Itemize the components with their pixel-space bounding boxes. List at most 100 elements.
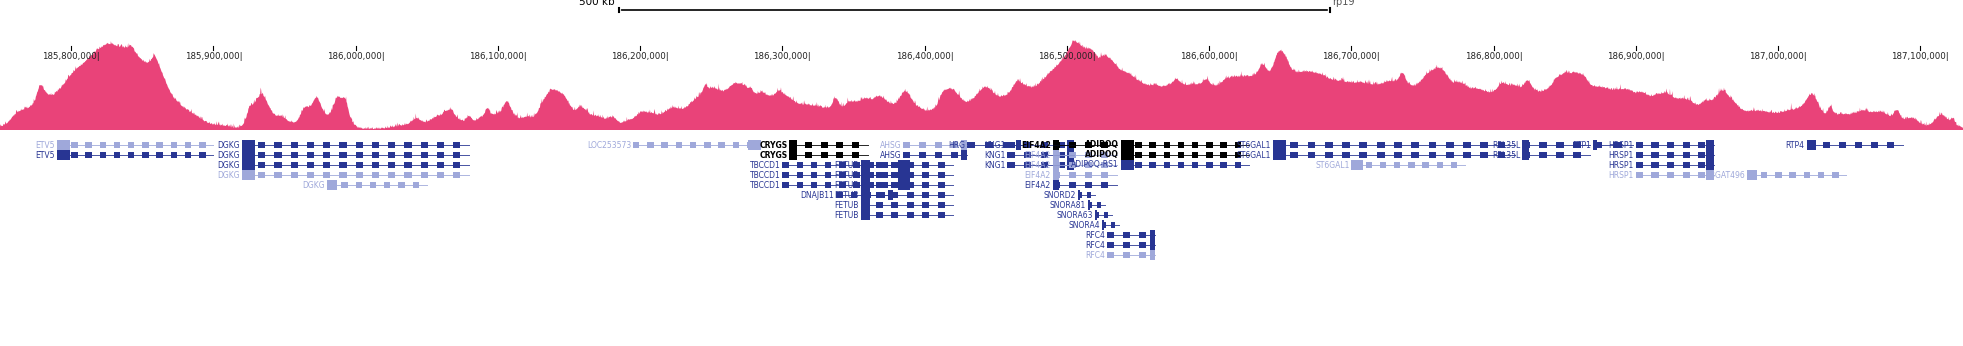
Text: EIF4A2: EIF4A2: [1021, 140, 1050, 149]
Bar: [1806, 142, 1814, 148]
Bar: [1103, 222, 1107, 228]
Bar: [860, 160, 870, 170]
Bar: [1121, 162, 1127, 168]
Bar: [897, 162, 903, 168]
Bar: [840, 182, 846, 188]
Bar: [1667, 152, 1674, 158]
Bar: [84, 142, 92, 148]
Bar: [1135, 142, 1142, 148]
Bar: [1651, 152, 1659, 158]
Bar: [783, 172, 789, 178]
Bar: [746, 142, 754, 148]
Bar: [1635, 152, 1643, 158]
Bar: [1025, 162, 1031, 168]
Bar: [1052, 150, 1058, 160]
Bar: [875, 162, 883, 168]
Bar: [1706, 160, 1714, 170]
Bar: [938, 212, 944, 218]
Bar: [340, 162, 347, 168]
Bar: [1164, 162, 1170, 168]
Bar: [1052, 152, 1060, 158]
Bar: [783, 182, 789, 188]
Bar: [1411, 152, 1419, 158]
Bar: [420, 142, 428, 148]
Bar: [340, 172, 347, 178]
Bar: [404, 152, 412, 158]
Bar: [1667, 172, 1674, 178]
Bar: [868, 182, 874, 188]
Bar: [1871, 142, 1879, 148]
Bar: [1150, 240, 1154, 250]
Text: CRYGS: CRYGS: [760, 140, 787, 149]
Text: 186,400,000|: 186,400,000|: [895, 52, 954, 61]
Text: FETUB: FETUB: [834, 191, 858, 200]
Bar: [291, 152, 298, 158]
Bar: [875, 192, 883, 198]
Bar: [1086, 162, 1091, 168]
Bar: [1521, 150, 1529, 160]
Bar: [789, 150, 797, 160]
Bar: [789, 152, 797, 158]
Bar: [1107, 232, 1113, 238]
Bar: [891, 192, 899, 198]
Bar: [811, 182, 817, 188]
Bar: [1052, 172, 1060, 178]
Bar: [805, 152, 813, 158]
Text: RTP1: RTP1: [1572, 140, 1592, 149]
Bar: [797, 172, 803, 178]
Bar: [1164, 152, 1170, 158]
Bar: [1806, 140, 1816, 150]
Bar: [404, 142, 412, 148]
Bar: [241, 150, 255, 160]
Bar: [1831, 172, 1839, 178]
Bar: [1747, 172, 1753, 178]
Bar: [420, 172, 428, 178]
Bar: [371, 162, 379, 168]
Bar: [938, 192, 944, 198]
Text: TBCCD1: TBCCD1: [750, 181, 781, 190]
Bar: [324, 172, 330, 178]
Text: RFC4: RFC4: [1086, 230, 1105, 239]
Bar: [1274, 142, 1282, 148]
Bar: [1111, 222, 1115, 228]
Bar: [453, 152, 461, 158]
Bar: [291, 142, 298, 148]
Bar: [1068, 162, 1076, 168]
Bar: [57, 140, 71, 150]
Bar: [748, 140, 762, 150]
Bar: [840, 162, 846, 168]
Bar: [1052, 142, 1060, 148]
Bar: [389, 142, 395, 148]
Text: 185,900,000|: 185,900,000|: [185, 52, 241, 61]
Bar: [1682, 142, 1690, 148]
Text: FETUB: FETUB: [834, 171, 858, 180]
Bar: [1101, 162, 1107, 168]
Bar: [257, 142, 265, 148]
Bar: [1235, 162, 1241, 168]
Bar: [1058, 152, 1064, 158]
Text: DGKG: DGKG: [218, 151, 239, 160]
Bar: [1040, 142, 1048, 148]
Text: SNORA63: SNORA63: [1056, 210, 1093, 219]
Bar: [1698, 162, 1706, 168]
Bar: [891, 182, 899, 188]
Bar: [371, 142, 379, 148]
Bar: [732, 142, 738, 148]
Bar: [1290, 142, 1298, 148]
Bar: [897, 182, 903, 188]
Bar: [824, 162, 832, 168]
Text: 186,000,000|: 186,000,000|: [326, 52, 385, 61]
Bar: [938, 172, 944, 178]
Bar: [412, 182, 418, 188]
Text: RFC4: RFC4: [1086, 240, 1105, 249]
Bar: [1052, 140, 1058, 150]
Bar: [985, 142, 993, 148]
Text: AHSG: AHSG: [879, 151, 901, 160]
Bar: [1307, 142, 1315, 148]
Bar: [1667, 142, 1674, 148]
Text: EIF4A2: EIF4A2: [1025, 171, 1050, 180]
Bar: [57, 142, 63, 148]
Bar: [306, 162, 314, 168]
Bar: [868, 162, 874, 168]
Bar: [241, 142, 249, 148]
